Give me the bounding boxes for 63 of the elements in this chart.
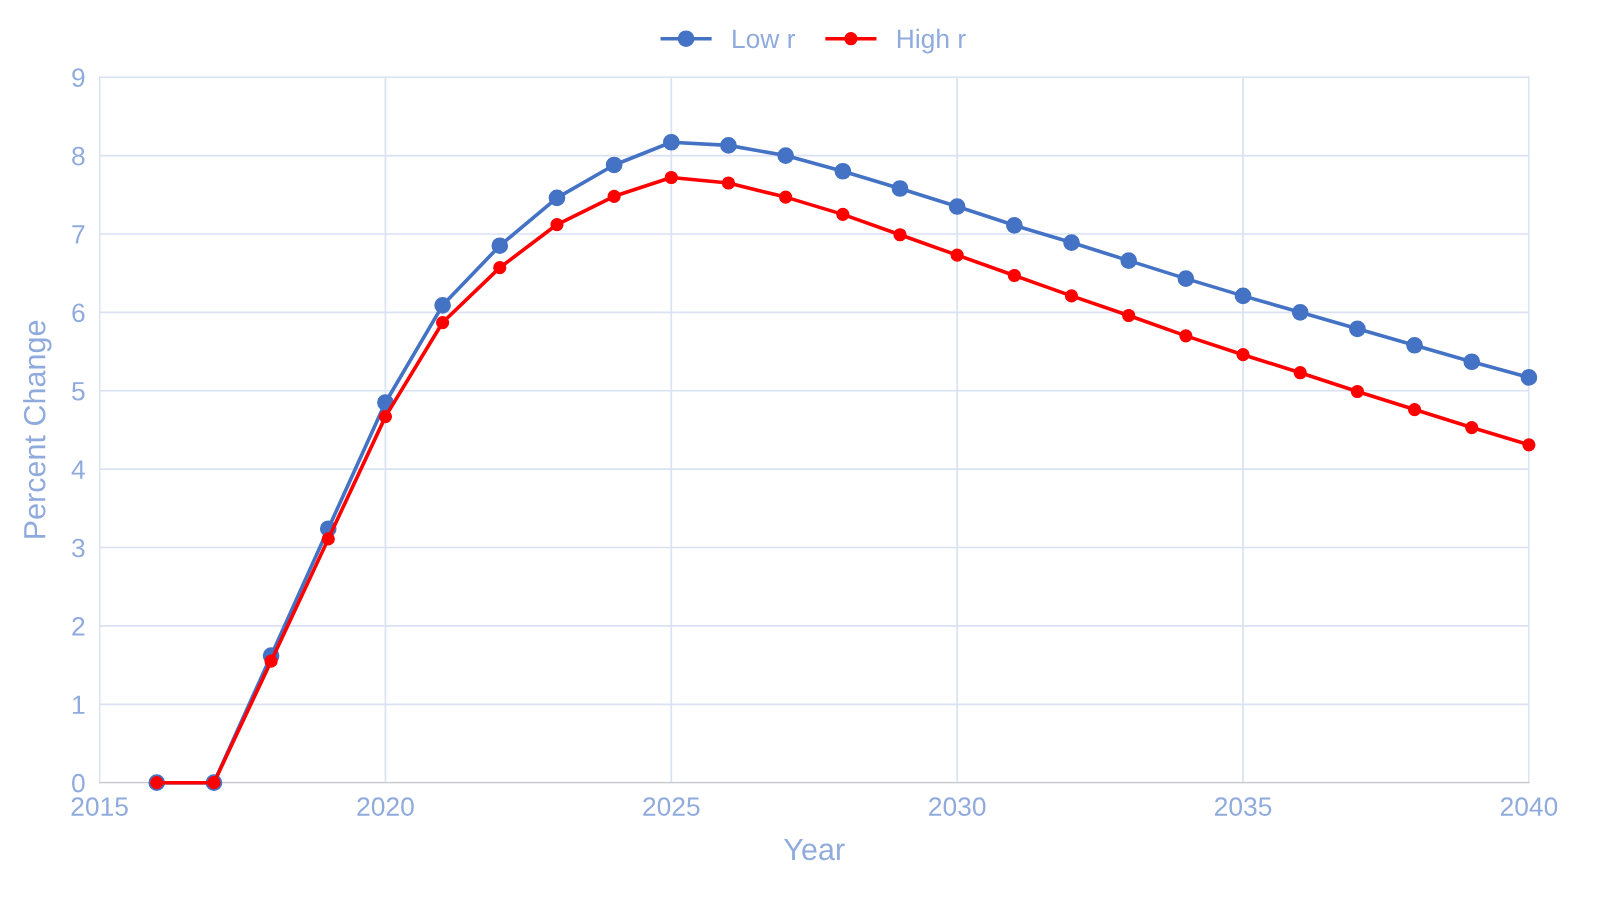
x-tick-label: 2025 [643,797,700,816]
point [950,248,964,262]
point [1291,304,1309,321]
y-tick-label: 8 [72,146,85,166]
y-tick-label: 5 [72,382,85,401]
point [1007,268,1021,283]
point [1006,217,1023,234]
legend-label: High r [897,28,966,54]
point [1350,384,1364,399]
x-tick-label: 2040 [1500,797,1558,816]
point [836,207,850,221]
y-tick-label: 2 [72,617,85,636]
point [891,180,909,197]
point [834,162,852,180]
point [1465,420,1479,435]
point [1463,353,1481,371]
y-tick-label: 0 [72,773,85,793]
x-tick-label: 2020 [357,797,414,816]
point [779,190,793,204]
point [550,217,564,232]
y-tick-label: 9 [72,68,85,87]
point [493,261,507,275]
y-tick-label: 3 [72,538,85,558]
point [264,654,278,668]
x-tick-label: 2015 [71,797,128,816]
point [548,189,566,207]
x-tick-label: 2030 [929,797,986,816]
point [1520,369,1538,386]
x-axis-title: Year [784,838,845,861]
point [1179,329,1193,343]
point [434,296,451,314]
point [321,532,335,546]
point [1177,270,1195,287]
point [1522,438,1536,452]
y-tick-label: 7 [72,225,85,244]
y-axis-title: Percent Change [23,320,52,538]
point [948,198,966,215]
y-tick-label: 1 [73,695,85,714]
point [1234,287,1252,305]
point [893,228,907,242]
point [1064,289,1079,303]
point [720,137,737,154]
point [491,237,509,255]
point [1120,252,1138,269]
point [607,189,621,203]
point [436,315,450,330]
point [1407,402,1422,417]
point [605,156,623,174]
point [1063,234,1080,251]
point [1236,348,1250,362]
point [1406,336,1423,354]
point [1122,308,1136,323]
point [721,176,736,190]
x-tick-label: 2035 [1215,797,1272,816]
point [664,170,678,185]
point [378,410,393,424]
legend-label: Low r [733,29,796,49]
point [1349,320,1366,338]
point [662,133,680,151]
point [1293,366,1307,380]
y-tick-label: 6 [72,303,85,323]
y-tick-label: 4 [71,460,85,479]
point [777,147,794,164]
